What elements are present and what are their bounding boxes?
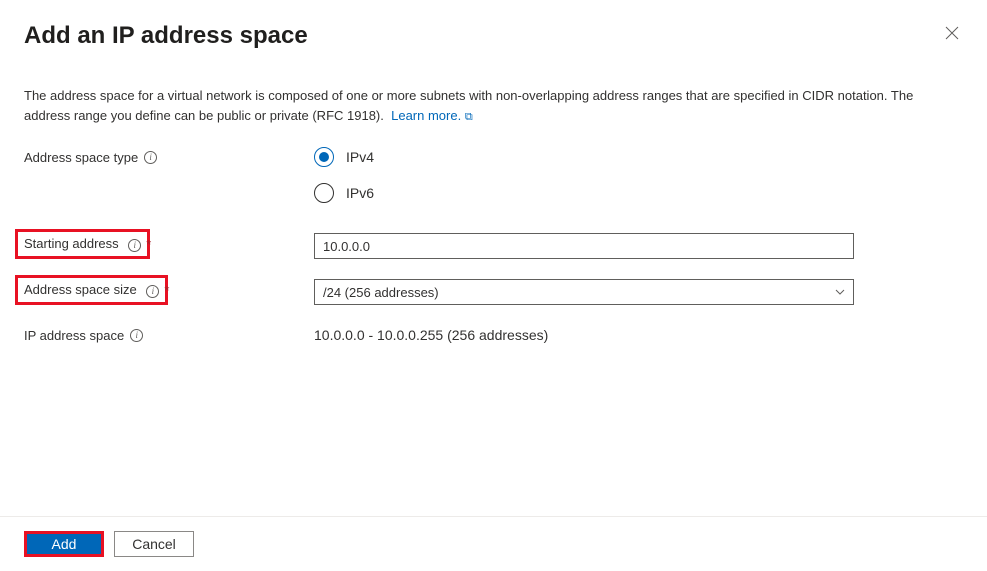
label-address-type: Address space type i bbox=[24, 147, 314, 165]
row-ip-result: IP address space i 10.0.0.0 - 10.0.0.255… bbox=[24, 325, 963, 343]
info-icon[interactable]: i bbox=[144, 151, 157, 164]
row-address-size: Address space size i * /24 (256 addresse… bbox=[24, 279, 963, 305]
required-marker: * bbox=[164, 283, 169, 298]
add-button[interactable]: Add bbox=[24, 531, 104, 557]
panel-header: Add an IP address space bbox=[24, 22, 963, 50]
cancel-button[interactable]: Cancel bbox=[114, 531, 194, 557]
starting-address-input[interactable] bbox=[314, 233, 854, 259]
required-marker: * bbox=[146, 237, 151, 252]
panel-footer: Add Cancel bbox=[24, 517, 963, 571]
select-value: /24 (256 addresses) bbox=[323, 285, 439, 300]
radio-circle-icon bbox=[314, 147, 334, 167]
address-size-select[interactable]: /24 (256 addresses) bbox=[314, 279, 854, 305]
close-button[interactable] bbox=[941, 22, 963, 48]
label-starting-address: Starting address i * bbox=[24, 233, 314, 252]
learn-more-link[interactable]: Learn more. ⧉ bbox=[391, 108, 473, 123]
radio-ipv6[interactable]: IPv6 bbox=[314, 183, 854, 203]
radio-label: IPv6 bbox=[346, 185, 374, 201]
radio-ipv4[interactable]: IPv4 bbox=[314, 147, 854, 167]
info-icon[interactable]: i bbox=[146, 285, 159, 298]
info-icon[interactable]: i bbox=[130, 329, 143, 342]
form-body: Address space type i IPv4 IPv6 bbox=[24, 147, 963, 516]
external-link-icon: ⧉ bbox=[465, 111, 473, 123]
address-type-radio-group: IPv4 IPv6 bbox=[314, 147, 854, 203]
label-ip-result: IP address space i bbox=[24, 325, 314, 343]
ip-range-value: 10.0.0.0 - 10.0.0.255 (256 addresses) bbox=[314, 325, 854, 343]
panel-title: Add an IP address space bbox=[24, 22, 308, 50]
label-address-size: Address space size i * bbox=[24, 279, 314, 298]
radio-label: IPv4 bbox=[346, 149, 374, 165]
panel-description: The address space for a virtual network … bbox=[24, 86, 963, 125]
radio-circle-icon bbox=[314, 183, 334, 203]
info-icon[interactable]: i bbox=[128, 239, 141, 252]
row-address-type: Address space type i IPv4 IPv6 bbox=[24, 147, 963, 203]
close-icon bbox=[945, 26, 959, 40]
row-starting-address: Starting address i * bbox=[24, 233, 963, 259]
add-ip-space-panel: Add an IP address space The address spac… bbox=[0, 0, 987, 571]
